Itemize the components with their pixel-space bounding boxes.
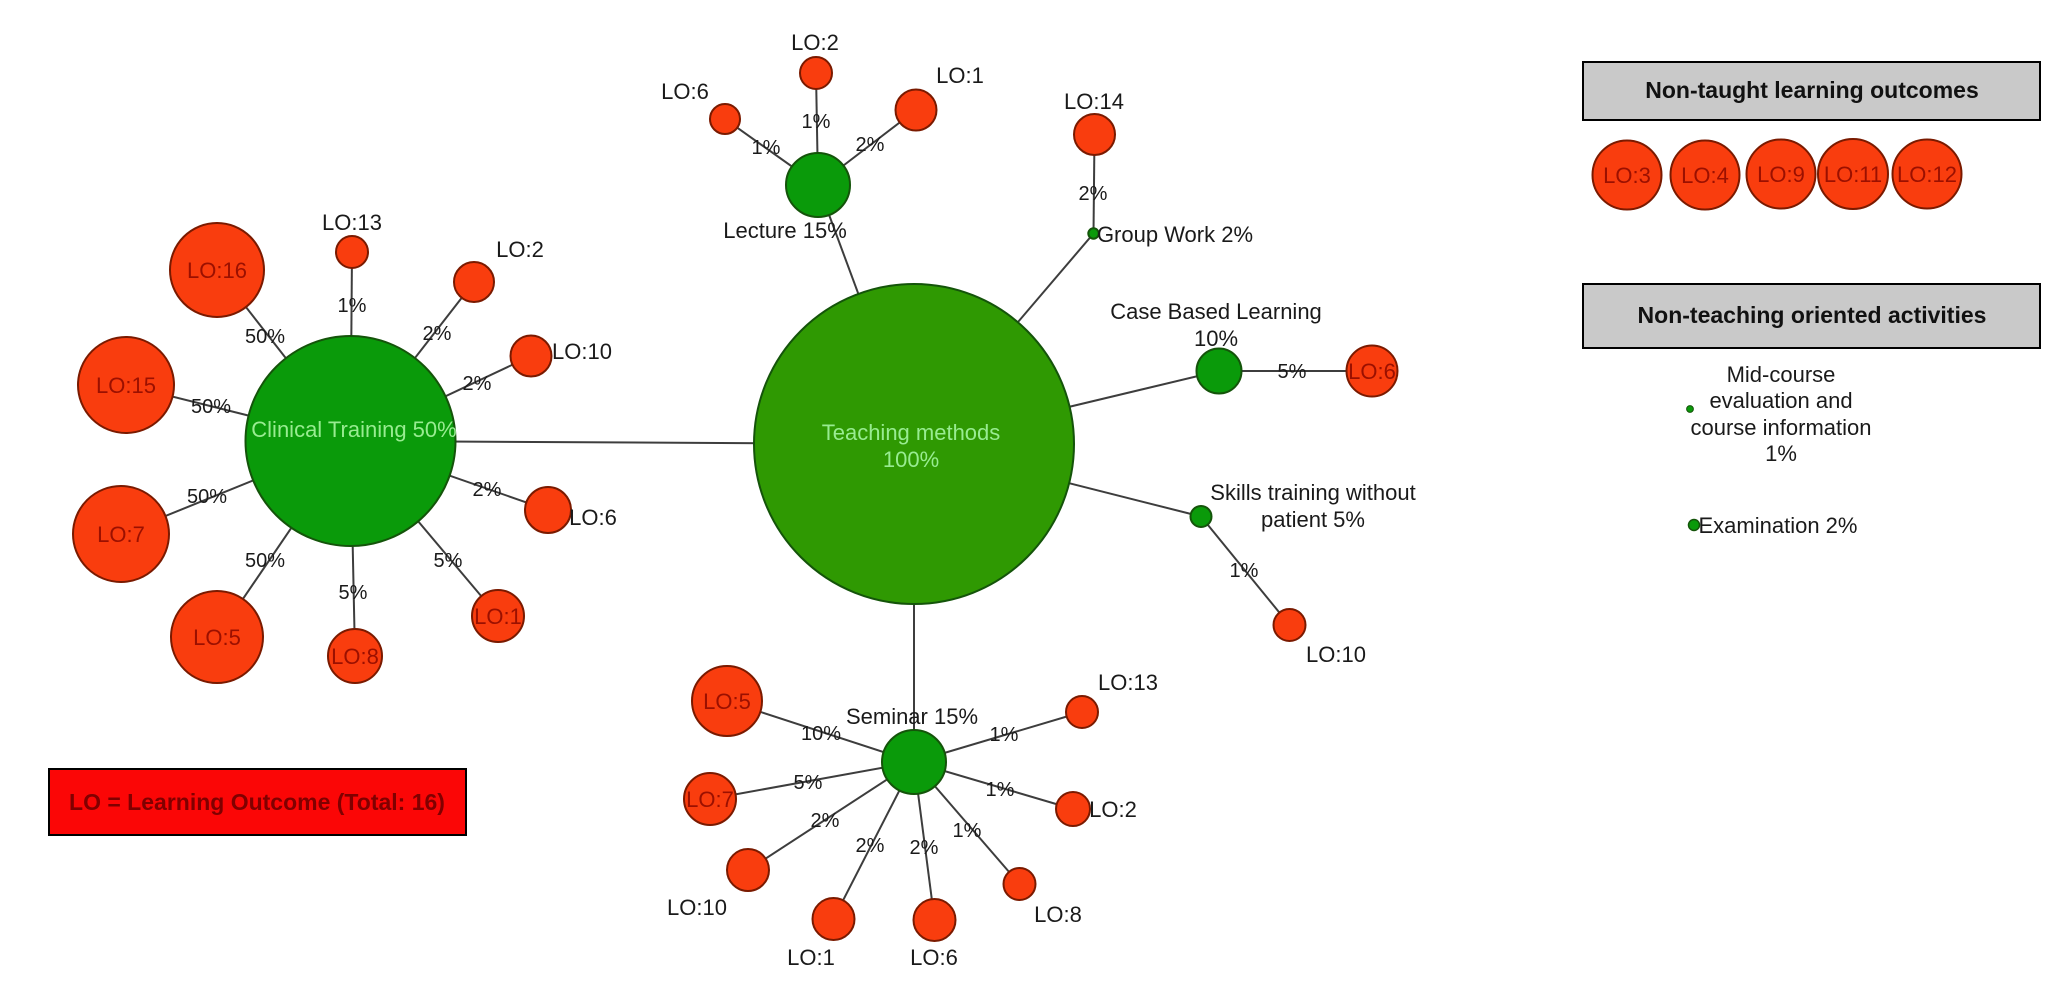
svg-text:LO:11: LO:11 [1824,162,1882,187]
svg-text:10%: 10% [1194,326,1238,351]
svg-text:5%: 5% [794,772,823,794]
svg-text:50%: 50% [245,550,285,572]
svg-text:1%: 1% [953,820,982,842]
svg-text:50%: 50% [187,486,227,508]
svg-text:1%: 1% [802,111,831,133]
svg-text:patient 5%: patient 5% [1261,507,1365,532]
svg-text:5%: 5% [1278,361,1307,383]
svg-text:LO:13: LO:13 [1098,670,1158,695]
svg-text:2%: 2% [1079,183,1108,205]
svg-text:LO:10: LO:10 [552,339,612,364]
svg-text:LO:1: LO:1 [936,63,984,88]
svg-text:LO:1: LO:1 [474,604,522,629]
svg-text:2%: 2% [473,479,502,501]
svg-text:1%: 1% [1765,441,1797,466]
svg-text:2%: 2% [811,810,840,832]
svg-text:LO:2: LO:2 [1089,797,1137,822]
svg-text:Group Work 2%: Group Work 2% [1097,222,1253,247]
svg-text:LO:7: LO:7 [97,522,145,547]
svg-text:1%: 1% [338,295,367,317]
svg-text:LO:8: LO:8 [331,644,379,669]
svg-text:100%: 100% [883,447,939,472]
svg-text:Teaching methods: Teaching methods [822,420,1001,445]
svg-text:Non-teaching oriented activiti: Non-teaching oriented activities [1638,302,1987,328]
svg-text:5%: 5% [339,582,368,604]
svg-text:50%: 50% [245,326,285,348]
svg-text:LO:10: LO:10 [667,895,727,920]
svg-text:Mid-course: Mid-course [1727,362,1836,387]
svg-text:1%: 1% [990,724,1019,746]
svg-text:2%: 2% [910,837,939,859]
svg-text:course information: course information [1691,415,1872,440]
svg-text:LO:6: LO:6 [661,79,709,104]
svg-text:LO:14: LO:14 [1064,89,1124,114]
svg-text:LO:9: LO:9 [1757,162,1805,187]
svg-text:Seminar 15%: Seminar 15% [846,704,978,729]
svg-text:LO = Learning Outcome (Total:: LO = Learning Outcome (Total: 16) [69,789,445,815]
svg-text:LO:10: LO:10 [1306,642,1366,667]
svg-text:Examination 2%: Examination 2% [1699,513,1858,538]
svg-text:50%: 50% [191,396,231,418]
svg-text:LO:2: LO:2 [791,30,839,55]
svg-text:2%: 2% [463,373,492,395]
svg-text:2%: 2% [423,323,452,345]
svg-text:2%: 2% [856,134,885,156]
svg-text:LO:6: LO:6 [910,945,958,970]
svg-text:Non-taught learning outcomes: Non-taught learning outcomes [1645,77,1979,103]
svg-text:LO:7: LO:7 [686,787,734,812]
svg-text:LO:12: LO:12 [1897,162,1957,187]
svg-text:LO:1: LO:1 [787,945,835,970]
svg-text:1%: 1% [1230,560,1259,582]
svg-text:LO:8: LO:8 [1034,902,1082,927]
svg-text:Skills training without: Skills training without [1210,480,1415,505]
svg-text:evaluation and: evaluation and [1709,388,1852,413]
svg-text:LO:2: LO:2 [496,237,544,262]
svg-text:LO:13: LO:13 [322,210,382,235]
svg-text:LO:5: LO:5 [193,625,241,650]
svg-text:Case Based Learning: Case Based Learning [1110,299,1322,324]
svg-text:LO:4: LO:4 [1681,163,1729,188]
svg-text:LO:6: LO:6 [569,505,617,530]
svg-text:2%: 2% [856,835,885,857]
svg-text:LO:3: LO:3 [1603,163,1651,188]
svg-text:5%: 5% [434,550,463,572]
svg-text:10%: 10% [801,723,841,745]
svg-text:1%: 1% [752,137,781,159]
svg-text:LO:6: LO:6 [1348,359,1396,384]
svg-text:LO:16: LO:16 [187,258,247,283]
svg-text:Lecture 15%: Lecture 15% [723,218,847,243]
svg-text:1%: 1% [986,779,1015,801]
svg-text:LO:5: LO:5 [703,689,751,714]
svg-text:Clinical Training 50%: Clinical Training 50% [251,417,456,442]
svg-text:LO:15: LO:15 [96,373,156,398]
